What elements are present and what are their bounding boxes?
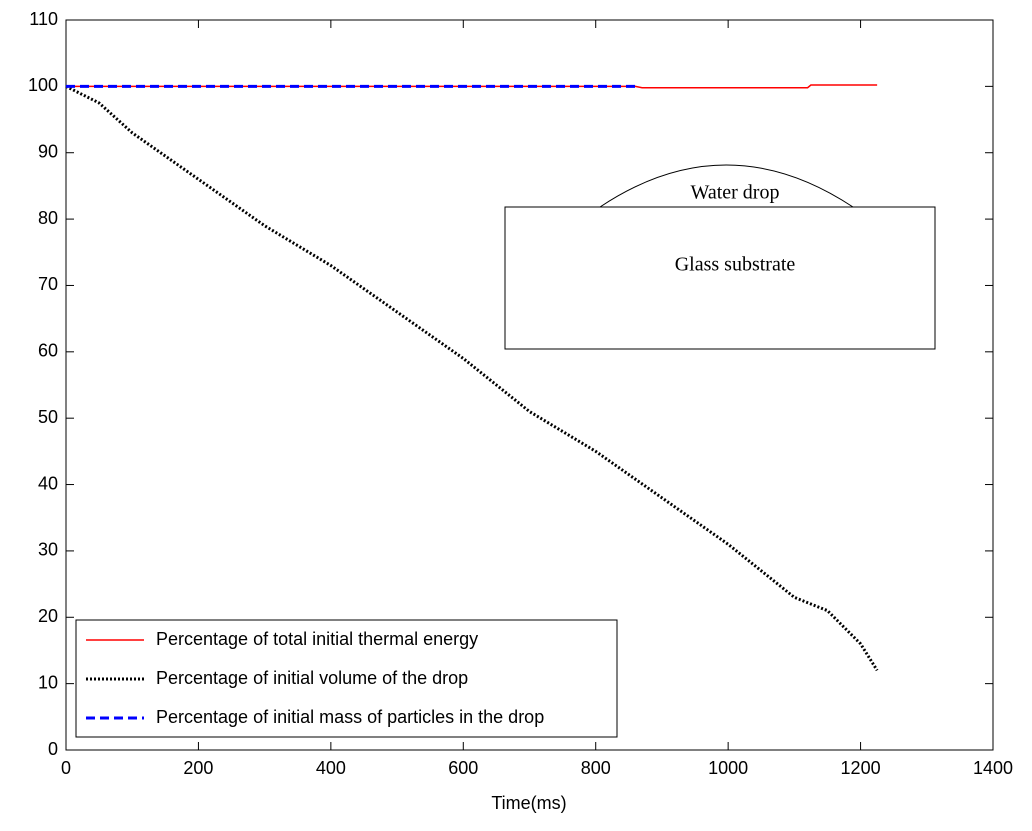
x-tick-label: 1400	[973, 758, 1013, 778]
y-tick-label: 20	[38, 606, 58, 626]
legend-label: Percentage of total initial thermal ener…	[156, 629, 478, 649]
water-drop-shape	[599, 164, 854, 208]
glass-substrate-shape	[504, 206, 936, 350]
plot-frame	[65, 19, 994, 751]
y-tick-label: 50	[38, 407, 58, 427]
series-line	[66, 84, 878, 89]
x-tick-label: 600	[448, 758, 478, 778]
y-tick-label: 110	[29, 9, 58, 29]
legend-box	[75, 619, 618, 738]
x-tick-label: 1200	[841, 758, 881, 778]
x-tick-label: 0	[61, 758, 71, 778]
water-drop-label: Water drop	[691, 182, 780, 204]
x-tick-label: 200	[183, 758, 213, 778]
y-tick-label: 70	[38, 274, 58, 294]
x-tick-label: 800	[581, 758, 611, 778]
x-tick-label: 400	[316, 758, 346, 778]
y-tick-label: 80	[38, 208, 58, 228]
glass-substrate-label: Glass substrate	[675, 254, 796, 276]
y-tick-label: 0	[48, 739, 58, 759]
y-tick-label: 40	[38, 473, 58, 493]
y-tick-label: 30	[38, 540, 58, 560]
x-axis-label: Time(ms)	[491, 793, 566, 813]
y-tick-label: 60	[38, 341, 58, 361]
legend-label: Percentage of initial mass of particles …	[156, 707, 544, 727]
y-tick-label: 10	[38, 672, 58, 692]
series-line	[65, 85, 879, 672]
x-tick-label: 1000	[708, 758, 748, 778]
y-tick-label: 90	[38, 141, 58, 161]
legend-label: Percentage of initial volume of the drop	[156, 668, 468, 688]
y-tick-label: 100	[28, 75, 58, 95]
